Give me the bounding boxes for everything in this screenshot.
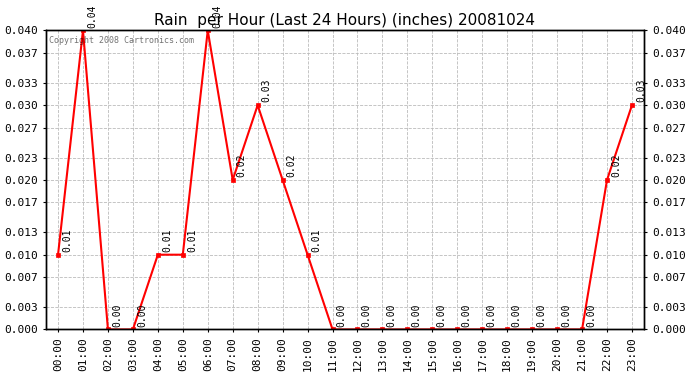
Text: 0.00: 0.00 bbox=[511, 303, 522, 327]
Text: 0.00: 0.00 bbox=[362, 303, 372, 327]
Text: 0.00: 0.00 bbox=[486, 303, 496, 327]
Text: 0.04: 0.04 bbox=[212, 4, 222, 28]
Text: 0.02: 0.02 bbox=[287, 154, 297, 177]
Text: 0.02: 0.02 bbox=[611, 154, 621, 177]
Text: 0.00: 0.00 bbox=[411, 303, 422, 327]
Text: Copyright 2008 Cartronics.com: Copyright 2008 Cartronics.com bbox=[48, 36, 194, 45]
Text: 0.03: 0.03 bbox=[636, 79, 646, 102]
Text: 0.00: 0.00 bbox=[137, 303, 147, 327]
Text: 0.00: 0.00 bbox=[337, 303, 346, 327]
Text: 0.01: 0.01 bbox=[62, 228, 72, 252]
Text: 0.00: 0.00 bbox=[112, 303, 122, 327]
Text: 0.01: 0.01 bbox=[162, 228, 172, 252]
Text: 0.00: 0.00 bbox=[462, 303, 471, 327]
Text: 0.00: 0.00 bbox=[386, 303, 397, 327]
Text: 0.02: 0.02 bbox=[237, 154, 247, 177]
Text: 0.03: 0.03 bbox=[262, 79, 272, 102]
Text: 0.04: 0.04 bbox=[87, 4, 97, 28]
Text: 0.00: 0.00 bbox=[437, 303, 446, 327]
Text: 0.01: 0.01 bbox=[312, 228, 322, 252]
Text: 0.00: 0.00 bbox=[586, 303, 596, 327]
Title: Rain  per Hour (Last 24 Hours) (inches) 20081024: Rain per Hour (Last 24 Hours) (inches) 2… bbox=[155, 13, 535, 28]
Text: 0.00: 0.00 bbox=[536, 303, 546, 327]
Text: 0.00: 0.00 bbox=[561, 303, 571, 327]
Text: 0.01: 0.01 bbox=[187, 228, 197, 252]
